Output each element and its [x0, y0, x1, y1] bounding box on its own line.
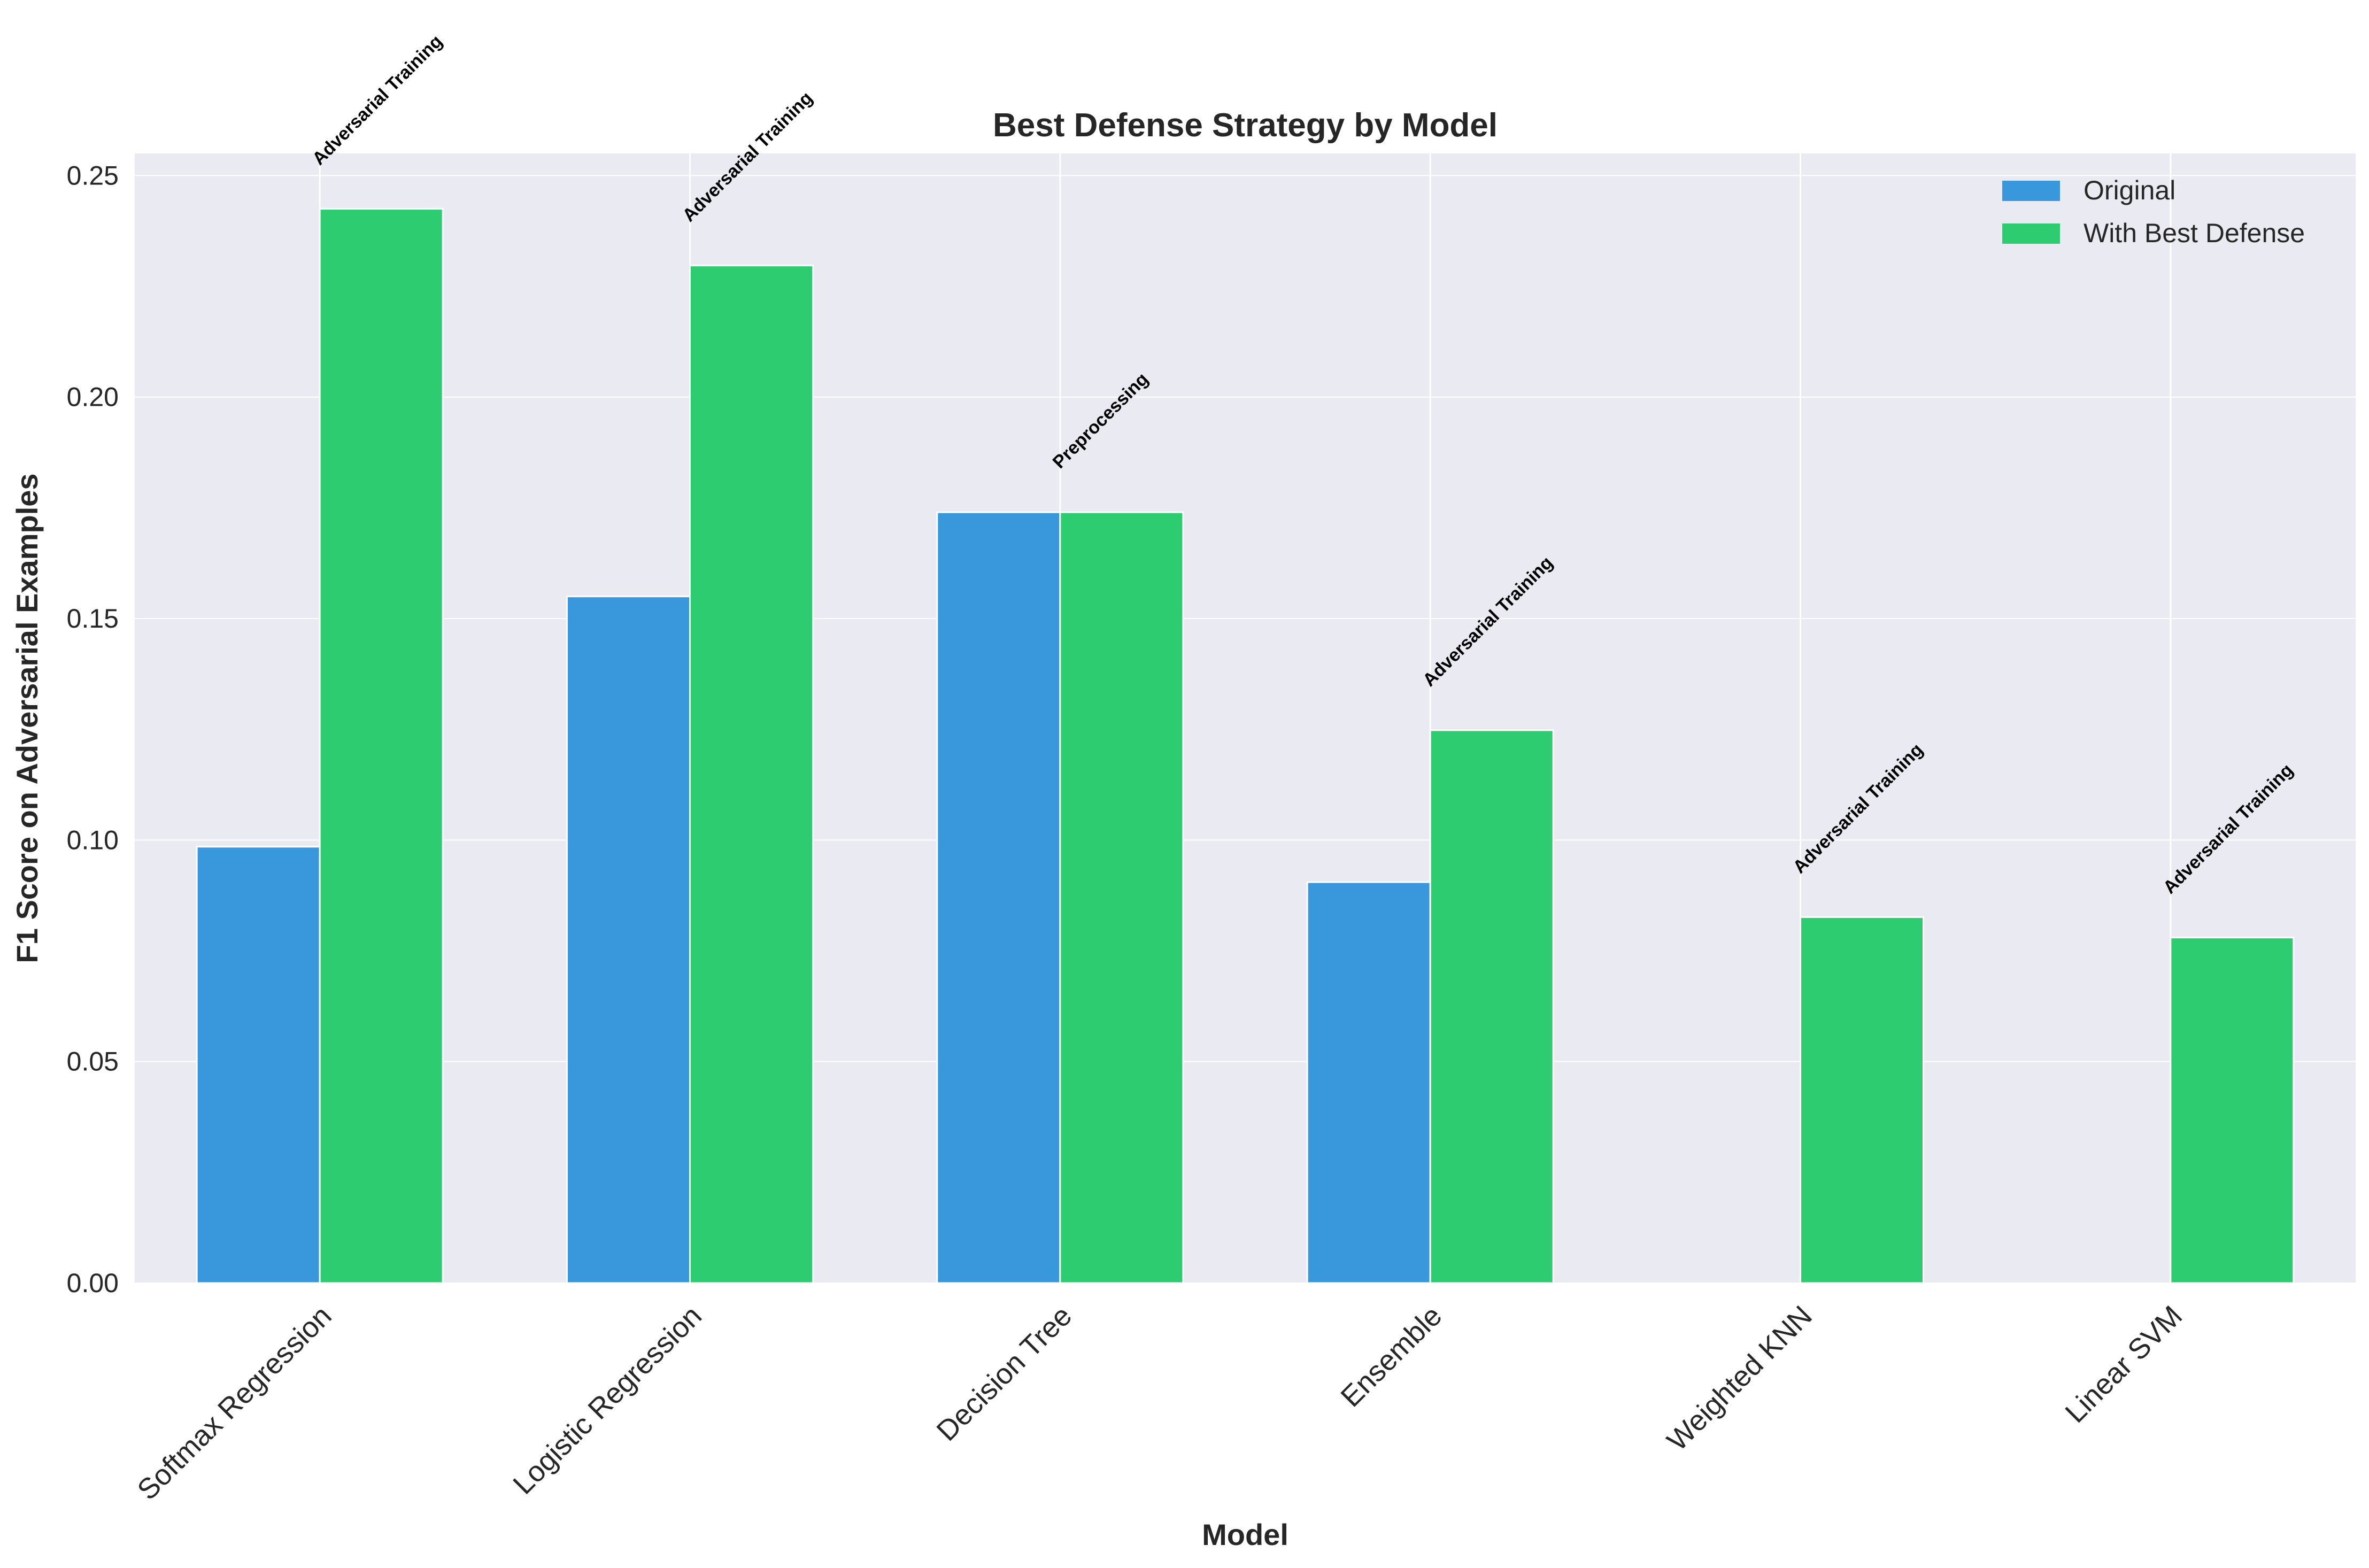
- bar-original: [566, 596, 691, 1284]
- x-tick-label: Ensemble: [1334, 1300, 1448, 1413]
- bar-original: [1306, 881, 1431, 1284]
- bar-with-best-defense: [1059, 511, 1184, 1284]
- x-tick-label: Logistic Regression: [507, 1300, 708, 1501]
- bar-original: [936, 511, 1061, 1284]
- x-axis-label: Model: [1202, 1518, 1288, 1551]
- bars: [196, 208, 2295, 1284]
- legend-label: With Best Defense: [2084, 218, 2305, 248]
- y-tick-label: 0.20: [67, 382, 119, 412]
- x-tick-label: Decision Tree: [930, 1300, 1078, 1447]
- legend: Original With Best Defense: [2002, 175, 2305, 248]
- bar-with-best-defense: [1429, 729, 1554, 1284]
- y-tick-label: 0.05: [67, 1047, 119, 1077]
- x-tick-label: Weighted KNN: [1661, 1300, 1818, 1457]
- x-tick-label: Softmax Regression: [131, 1300, 337, 1506]
- bar-with-best-defense: [689, 265, 814, 1284]
- y-tick-label: 0.25: [67, 160, 119, 190]
- legend-label: Original: [2084, 175, 2175, 205]
- bar-with-best-defense: [2170, 937, 2295, 1284]
- bar-with-best-defense: [319, 208, 444, 1284]
- y-axis-label: F1 Score on Adversarial Examples: [10, 473, 44, 963]
- legend-swatch: [2002, 223, 2060, 244]
- legend-swatch: [2002, 181, 2060, 201]
- y-tick-label: 0.15: [67, 604, 119, 634]
- bar-original: [196, 846, 321, 1284]
- y-tick-label: 0.00: [67, 1268, 119, 1298]
- y-tick-label: 0.10: [67, 825, 119, 855]
- bar-with-best-defense: [1800, 916, 1924, 1284]
- plot-area: [135, 153, 2356, 1283]
- x-tick-label: Linear SVM: [2059, 1300, 2188, 1429]
- defense-annotation: Adversarial Training: [308, 31, 446, 169]
- chart-title: Best Defense Strategy by Model: [993, 107, 1498, 144]
